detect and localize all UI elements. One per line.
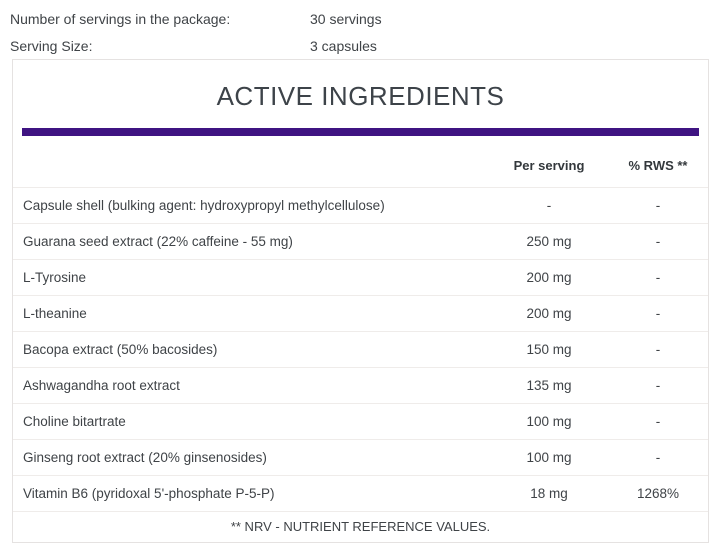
- rws-value: -: [655, 449, 661, 465]
- rws-value: -: [655, 233, 661, 249]
- rws-value: -: [655, 197, 661, 213]
- table-row: Vitamin B6 (pyridoxal 5'-phosphate P-5-P…: [13, 475, 708, 511]
- ingredient-name: Capsule shell (bulking agent: hydroxypro…: [23, 197, 385, 213]
- rws-value: -: [655, 269, 661, 285]
- ingredient-name: Ginseng root extract (20% ginsenosides): [23, 449, 267, 465]
- table-header-row: Per serving % RWS **: [13, 136, 708, 187]
- rws-value: -: [655, 341, 661, 357]
- active-ingredients-panel: ACTIVE INGREDIENTS Per serving % RWS ** …: [12, 59, 709, 543]
- serving-info-label: Serving Size:: [10, 37, 93, 54]
- ingredient-name: L-theanine: [23, 305, 87, 321]
- table-row: Ashwagandha root extract 135 mg -: [13, 367, 708, 403]
- serving-info-row: Serving Size: 3 capsules: [10, 32, 721, 59]
- col-header-per-serving: Per serving: [513, 157, 585, 173]
- per-serving-value: 200 mg: [526, 269, 572, 285]
- per-serving-value: 100 mg: [526, 413, 572, 429]
- ingredients-table: Per serving % RWS ** Capsule shell (bulk…: [13, 136, 708, 542]
- table-row: L-Tyrosine 200 mg -: [13, 259, 708, 295]
- per-serving-value: 250 mg: [526, 233, 572, 249]
- serving-info-value: 30 servings: [310, 10, 382, 27]
- table-row: Guarana seed extract (22% caffeine - 55 …: [13, 223, 708, 259]
- accent-bar: [22, 128, 699, 136]
- ingredient-name: Choline bitartrate: [23, 413, 126, 429]
- panel-title: ACTIVE INGREDIENTS: [216, 81, 505, 111]
- ingredient-name: Vitamin B6 (pyridoxal 5'-phosphate P-5-P…: [23, 485, 275, 501]
- table-footnote: ** NRV - NUTRIENT REFERENCE VALUES.: [230, 519, 491, 535]
- per-serving-value: 100 mg: [526, 449, 572, 465]
- serving-info-row: Number of servings in the package: 30 ser…: [10, 5, 721, 32]
- table-row: Bacopa extract (50% bacosides) 150 mg -: [13, 331, 708, 367]
- ingredient-name: Bacopa extract (50% bacosides): [23, 341, 218, 357]
- col-header-rws: % RWS **: [628, 157, 688, 173]
- rws-value: -: [655, 377, 661, 393]
- ingredient-name: Ashwagandha root extract: [23, 377, 180, 393]
- per-serving-value: 18 mg: [530, 485, 568, 501]
- rws-value: 1268%: [636, 485, 680, 501]
- per-serving-value: -: [546, 197, 552, 213]
- per-serving-value: 200 mg: [526, 305, 572, 321]
- table-row: L-theanine 200 mg -: [13, 295, 708, 331]
- table-row: Choline bitartrate 100 mg -: [13, 403, 708, 439]
- rws-value: -: [655, 305, 661, 321]
- ingredient-name: Guarana seed extract (22% caffeine - 55 …: [23, 233, 293, 249]
- rws-value: -: [655, 413, 661, 429]
- serving-info-label: Number of servings in the package:: [10, 10, 231, 27]
- col-header-ingredient: [13, 136, 490, 187]
- per-serving-value: 150 mg: [526, 341, 572, 357]
- per-serving-value: 135 mg: [526, 377, 572, 393]
- ingredient-name: L-Tyrosine: [23, 269, 87, 285]
- table-row: Capsule shell (bulking agent: hydroxypro…: [13, 187, 708, 223]
- table-footer-row: ** NRV - NUTRIENT REFERENCE VALUES.: [13, 511, 708, 542]
- serving-info-value: 3 capsules: [310, 37, 377, 54]
- serving-info: Number of servings in the package: 30 ser…: [0, 0, 721, 59]
- table-row: Ginseng root extract (20% ginsenosides) 1…: [13, 439, 708, 475]
